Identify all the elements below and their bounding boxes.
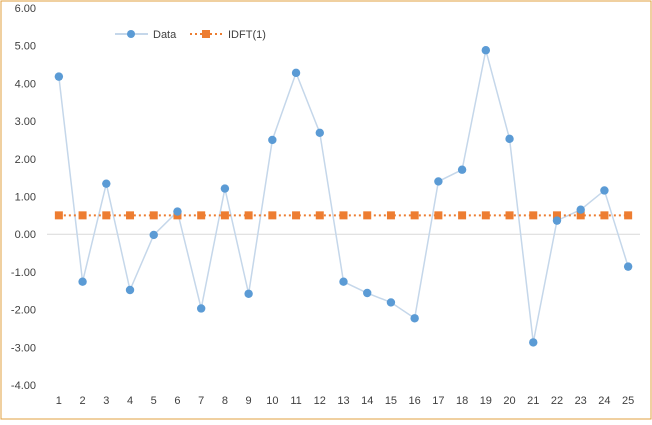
x-tick-label: 11 — [290, 395, 301, 407]
data-point — [529, 338, 538, 347]
y-tick-label: 2.00 — [15, 154, 36, 166]
idft-point — [624, 211, 633, 220]
idft-point — [126, 211, 135, 220]
idft-point — [244, 211, 253, 220]
idft-point — [149, 211, 158, 220]
x-tick-label: 7 — [198, 395, 204, 407]
idft-point — [220, 211, 229, 220]
x-tick-label: 4 — [127, 395, 133, 407]
data-point — [54, 72, 64, 81]
x-tick-label: 13 — [337, 395, 349, 407]
x-tick-label: 5 — [151, 395, 157, 407]
idft-point — [505, 211, 514, 220]
data-point — [576, 205, 585, 214]
data-point — [457, 165, 467, 174]
legend-idft-label: IDFT(1) — [228, 29, 266, 41]
idft-point — [434, 211, 443, 220]
y-tick-label: -4.00 — [11, 380, 36, 392]
data-point — [481, 46, 491, 55]
y-tick-label: -1.00 — [11, 267, 36, 279]
idft-point — [54, 211, 63, 220]
idft-point — [339, 211, 348, 220]
idft-point — [292, 211, 301, 220]
legend-data-label: Data — [153, 29, 177, 41]
idft-point — [576, 211, 585, 220]
data-point — [173, 207, 182, 216]
legend: Data IDFT(1) — [115, 29, 266, 41]
x-tick-label: 9 — [246, 395, 252, 407]
idft-point — [552, 211, 561, 220]
data-point — [552, 216, 562, 225]
idft-point — [78, 211, 87, 220]
y-tick-label: 1.00 — [15, 192, 36, 204]
data-point — [196, 304, 206, 313]
data-point — [315, 128, 324, 137]
data-point — [339, 277, 348, 286]
x-tick-label: 10 — [266, 395, 278, 407]
x-tick-label: 6 — [174, 395, 180, 407]
x-tick-label: 17 — [432, 395, 444, 407]
x-tick-label: 24 — [598, 395, 610, 407]
idft-point — [268, 211, 277, 220]
data-point — [125, 285, 135, 295]
idft-point — [410, 211, 419, 220]
y-tick-label: -2.00 — [11, 305, 36, 317]
x-tick-label: 22 — [551, 395, 563, 407]
data-point — [268, 135, 277, 145]
data-point — [220, 184, 230, 193]
data-point — [244, 289, 253, 298]
x-tick-label: 18 — [456, 395, 468, 407]
y-tick-label: 3.00 — [15, 116, 36, 128]
data-point — [291, 68, 301, 78]
x-tick-label: 16 — [409, 395, 421, 407]
x-tick-label: 23 — [575, 395, 587, 407]
idft-point — [481, 211, 490, 220]
x-tick-label: 20 — [503, 395, 515, 407]
idft-point — [529, 211, 538, 220]
y-tick-label: 0.00 — [15, 229, 36, 241]
idft-point — [386, 211, 395, 220]
x-tick-label: 8 — [222, 395, 228, 407]
data-point — [149, 230, 158, 240]
data-point — [102, 179, 111, 188]
legend-idft-marker — [202, 30, 210, 38]
idft-point — [600, 211, 609, 220]
x-tick-label: 12 — [314, 395, 326, 407]
data-point — [600, 186, 609, 195]
x-tick-label: 15 — [385, 395, 397, 407]
series-layer — [54, 46, 633, 347]
idft-point — [458, 211, 467, 220]
data-point — [78, 277, 87, 286]
data-point — [434, 177, 443, 186]
idft-point — [102, 211, 111, 220]
data-point — [363, 288, 372, 298]
data-point — [505, 134, 514, 144]
y-tick-label: 4.00 — [15, 78, 36, 90]
data-point — [410, 314, 419, 323]
y-tick-label: 6.00 — [15, 3, 36, 15]
x-tick-label: 25 — [622, 395, 634, 407]
y-tick-label: -3.00 — [11, 342, 36, 354]
legend-data-marker — [127, 30, 135, 38]
x-tick-label: 19 — [480, 395, 492, 407]
idft-point — [315, 211, 324, 220]
x-tick-label: 1 — [56, 395, 62, 407]
data-point — [386, 298, 396, 307]
y-tick-label: 5.00 — [15, 41, 36, 53]
idft-point — [197, 211, 206, 220]
x-tick-label: 2 — [80, 395, 86, 407]
x-tick-label: 21 — [527, 395, 539, 407]
x-tick-label: 14 — [361, 395, 373, 407]
idft-point — [363, 211, 372, 220]
x-tick-label: 3 — [103, 395, 109, 407]
data-point — [623, 262, 633, 271]
axis-layer: 6.00 5.00 4.00 3.00 2.00 1.00 0.00 -1.00 -2.00 -3… — [11, 3, 640, 407]
